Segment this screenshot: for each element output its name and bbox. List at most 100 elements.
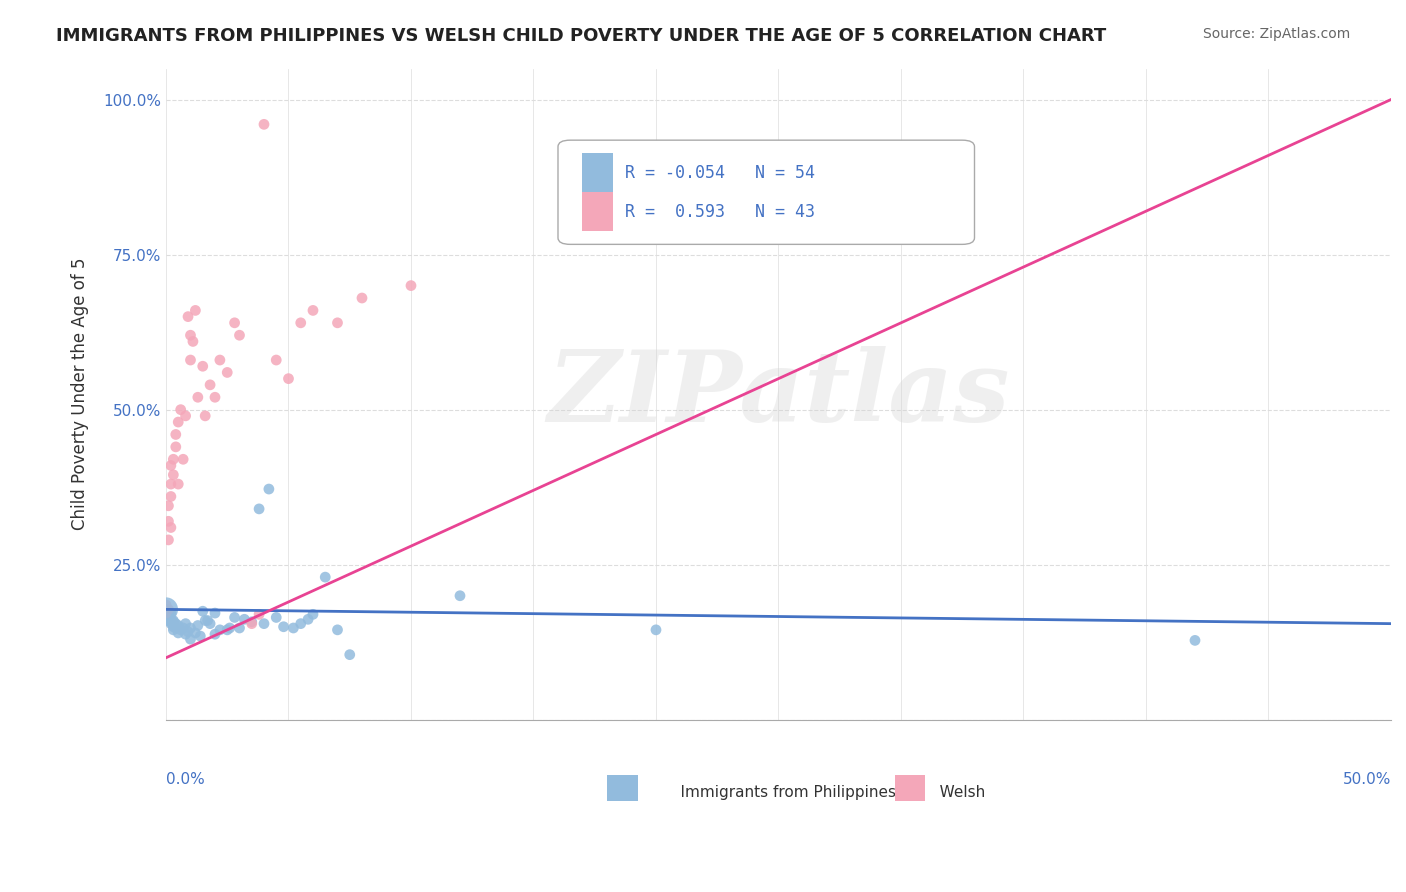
Point bbox=[155, 598, 177, 612]
Point bbox=[167, 415, 190, 429]
Text: Welsh: Welsh bbox=[925, 785, 986, 800]
Point bbox=[645, 623, 668, 637]
Point bbox=[194, 614, 217, 628]
Point bbox=[191, 604, 214, 618]
Point bbox=[162, 614, 184, 628]
Point bbox=[290, 616, 312, 631]
Text: Source: ZipAtlas.com: Source: ZipAtlas.com bbox=[1202, 27, 1350, 41]
Point bbox=[157, 602, 180, 616]
Point bbox=[264, 610, 287, 624]
Point bbox=[217, 623, 239, 637]
Text: Immigrants from Philippines: Immigrants from Philippines bbox=[661, 785, 896, 800]
Point bbox=[179, 621, 201, 635]
Point bbox=[253, 117, 276, 131]
Y-axis label: Child Poverty Under the Age of 5: Child Poverty Under the Age of 5 bbox=[72, 258, 89, 531]
Point bbox=[197, 614, 219, 628]
Point bbox=[167, 618, 190, 632]
Point bbox=[160, 477, 183, 491]
Point bbox=[198, 616, 221, 631]
FancyBboxPatch shape bbox=[607, 775, 637, 801]
Point bbox=[188, 629, 211, 643]
Point bbox=[162, 620, 184, 634]
Point bbox=[449, 589, 471, 603]
Point bbox=[198, 377, 221, 392]
Point bbox=[174, 627, 197, 641]
Point bbox=[174, 616, 197, 631]
Text: R =  0.593   N = 43: R = 0.593 N = 43 bbox=[626, 202, 815, 221]
Point bbox=[179, 353, 201, 368]
FancyBboxPatch shape bbox=[582, 153, 613, 193]
Point bbox=[224, 610, 246, 624]
Point bbox=[160, 612, 183, 626]
Point bbox=[162, 452, 184, 467]
Point bbox=[179, 328, 201, 343]
Point bbox=[160, 490, 183, 504]
Point bbox=[160, 615, 183, 629]
Point bbox=[339, 648, 361, 662]
Point bbox=[170, 623, 193, 637]
Point bbox=[326, 316, 349, 330]
Point bbox=[165, 440, 187, 454]
Point bbox=[273, 620, 295, 634]
Point bbox=[217, 366, 239, 380]
Point bbox=[172, 621, 194, 635]
Point bbox=[157, 610, 180, 624]
Point bbox=[297, 612, 319, 626]
Point bbox=[162, 615, 184, 629]
Point bbox=[162, 623, 184, 637]
Point bbox=[160, 458, 183, 473]
Point bbox=[283, 621, 305, 635]
Point bbox=[204, 627, 226, 641]
Point bbox=[157, 514, 180, 528]
Point bbox=[155, 602, 177, 616]
Point bbox=[399, 278, 422, 293]
Point bbox=[240, 615, 263, 629]
Point bbox=[170, 402, 193, 417]
Point bbox=[160, 520, 183, 534]
Point bbox=[247, 502, 270, 516]
Point bbox=[157, 533, 180, 547]
Point bbox=[160, 606, 183, 620]
Point bbox=[157, 607, 180, 622]
Point bbox=[162, 467, 184, 482]
FancyBboxPatch shape bbox=[894, 775, 925, 801]
Point bbox=[184, 303, 207, 318]
Point bbox=[155, 606, 177, 620]
Point bbox=[181, 334, 204, 349]
Point bbox=[165, 621, 187, 635]
Point bbox=[157, 499, 180, 513]
Point bbox=[191, 359, 214, 374]
Point bbox=[184, 626, 207, 640]
Point bbox=[160, 616, 183, 631]
Text: 0.0%: 0.0% bbox=[166, 772, 205, 787]
Point bbox=[350, 291, 373, 305]
Point bbox=[174, 409, 197, 423]
Point bbox=[204, 606, 226, 620]
Point bbox=[314, 570, 336, 584]
Point bbox=[194, 409, 217, 423]
Point bbox=[177, 624, 200, 639]
Point bbox=[1184, 633, 1206, 648]
Point bbox=[302, 303, 325, 318]
Point bbox=[172, 452, 194, 467]
Point bbox=[167, 626, 190, 640]
Point bbox=[224, 316, 246, 330]
Point bbox=[204, 390, 226, 404]
Point bbox=[247, 607, 270, 622]
Point bbox=[157, 614, 180, 628]
Point bbox=[165, 427, 187, 442]
Point bbox=[233, 612, 256, 626]
Point bbox=[167, 477, 190, 491]
Point bbox=[155, 602, 177, 616]
Point bbox=[290, 316, 312, 330]
Point bbox=[326, 623, 349, 637]
Point bbox=[177, 310, 200, 324]
Point bbox=[277, 371, 299, 385]
Point bbox=[302, 607, 325, 622]
FancyBboxPatch shape bbox=[582, 193, 613, 231]
Point bbox=[228, 328, 250, 343]
Point bbox=[240, 616, 263, 631]
Text: IMMIGRANTS FROM PHILIPPINES VS WELSH CHILD POVERTY UNDER THE AGE OF 5 CORRELATIO: IMMIGRANTS FROM PHILIPPINES VS WELSH CHI… bbox=[56, 27, 1107, 45]
Point bbox=[253, 616, 276, 631]
Point bbox=[187, 390, 209, 404]
